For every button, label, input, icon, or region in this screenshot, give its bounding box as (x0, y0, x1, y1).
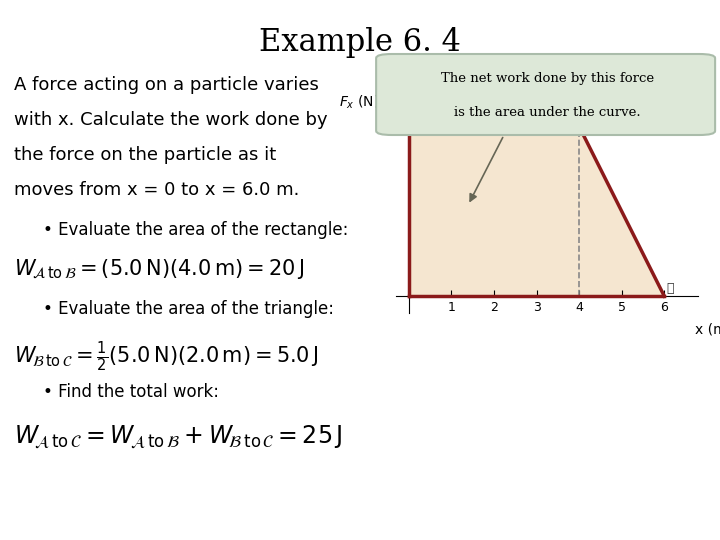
Y-axis label: $F_x$ (N): $F_x$ (N) (339, 94, 380, 111)
Text: the force on the particle as it: the force on the particle as it (14, 146, 276, 164)
Polygon shape (409, 126, 665, 296)
FancyBboxPatch shape (376, 54, 715, 135)
Text: $W_{\!\mathcal{B}\,\mathrm{to}\,\mathcal{C}} = \frac{1}{2}(5.0\,\mathrm{N})(2.0\: $W_{\!\mathcal{B}\,\mathrm{to}\,\mathcal… (14, 339, 319, 374)
Text: • Evaluate the area of the rectangle:: • Evaluate the area of the rectangle: (43, 221, 348, 239)
Text: • Evaluate the area of the triangle:: • Evaluate the area of the triangle: (43, 300, 334, 318)
Text: is the area under the curve.: is the area under the curve. (454, 106, 641, 119)
Text: • Find the total work:: • Find the total work: (43, 383, 219, 401)
Text: Ⓒ: Ⓒ (667, 281, 674, 294)
Text: Example 6. 4: Example 6. 4 (259, 27, 461, 58)
Text: with x. Calculate the work done by: with x. Calculate the work done by (14, 111, 328, 129)
Text: A force acting on a particle varies: A force acting on a particle varies (14, 76, 319, 93)
Text: The net work done by this force: The net work done by this force (441, 72, 654, 85)
X-axis label: x (m): x (m) (695, 323, 720, 337)
Text: $W_{\!\mathcal{A}\,\mathrm{to}\,\mathcal{B}} = (5.0\,\mathrm{N})(4.0\,\mathrm{m}: $W_{\!\mathcal{A}\,\mathrm{to}\,\mathcal… (14, 256, 305, 280)
Text: Ⓑ: Ⓑ (575, 110, 583, 123)
Text: moves from x = 0 to x = 6.0 m.: moves from x = 0 to x = 6.0 m. (14, 181, 300, 199)
Text: $W_{\!\mathcal{A}\,\mathrm{to}\,\mathcal{C}} = W_{\!\mathcal{A}\,\mathrm{to}\,\m: $W_{\!\mathcal{A}\,\mathrm{to}\,\mathcal… (14, 424, 343, 451)
Text: Ⓐ: Ⓐ (411, 110, 419, 123)
